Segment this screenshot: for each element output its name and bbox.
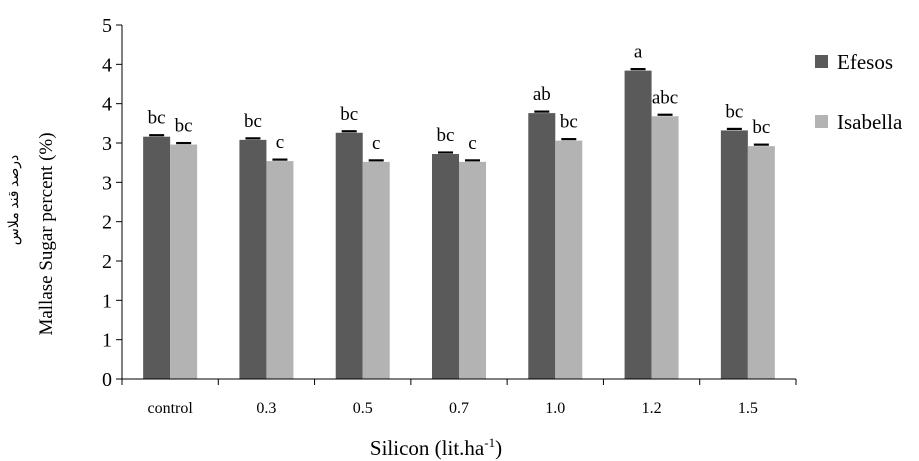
y-tick-label: 1 <box>102 330 112 352</box>
bar-isabella <box>362 161 390 379</box>
bar-isabella <box>555 140 583 379</box>
significance-letter: bc <box>340 104 358 125</box>
significance-letter: a <box>634 42 643 63</box>
bar-isabella <box>747 146 775 379</box>
y-tick-label: 2 <box>102 212 112 234</box>
bar-isabella <box>651 116 679 380</box>
significance-letter: c <box>372 133 380 154</box>
significance-letter: bc <box>148 108 166 129</box>
x-tick-label: control <box>147 400 193 417</box>
bar-isabella <box>266 161 294 379</box>
significance-letter: bc <box>752 117 770 138</box>
legend-swatch-isabella <box>815 115 828 128</box>
bar-efesos <box>720 130 748 379</box>
x-tick-label: 0.5 <box>353 400 373 417</box>
x-tick-label: 1.2 <box>642 400 662 417</box>
significance-letter: bc <box>437 125 455 146</box>
legend: Efesos Isabella <box>815 50 903 134</box>
x-axis-label-sup: -1 <box>484 435 495 450</box>
x-tick-label: 1.0 <box>545 400 565 417</box>
bar-isabella <box>170 144 198 379</box>
x-axis: control 0.3 0.5 0.7 1.0 1.2 1.5 <box>121 378 797 417</box>
y-axis: 0 1 1 2 2 3 3 4 4 5 <box>102 15 123 391</box>
y-axis-label: Mallase Sugar percent (%) <box>36 132 57 335</box>
legend-swatch-efesos <box>815 55 828 68</box>
x-tick-label: 1.5 <box>738 400 758 417</box>
y-tick-label: 3 <box>102 172 112 194</box>
y-tick-label: 2 <box>102 251 112 273</box>
y-tick-label: 1 <box>102 290 112 312</box>
x-axis-label-base: Silicon (lit.ha <box>370 436 485 460</box>
legend-label: Efesos <box>837 50 893 74</box>
significance-letter: abc <box>652 87 678 108</box>
bar-efesos <box>143 136 171 379</box>
significance-letter: ab <box>533 84 551 105</box>
x-axis-label: Silicon (lit.ha-1) <box>370 435 502 460</box>
y-tick-label: 5 <box>102 15 112 37</box>
y-tick-label: 0 <box>102 369 112 391</box>
significance-letter: c <box>276 132 284 153</box>
bar-efesos <box>528 113 556 380</box>
significance-letter: c <box>468 133 476 154</box>
bar-efesos <box>335 132 363 379</box>
bar-efesos <box>624 70 652 380</box>
x-tick-label: 0.7 <box>449 400 469 417</box>
significance-letter: bc <box>175 116 193 137</box>
bar-efesos <box>239 139 267 379</box>
y-tick-label: 4 <box>102 54 112 76</box>
bar-efesos <box>432 154 459 379</box>
y-tick-label: 3 <box>102 133 112 155</box>
y-tick-label: 4 <box>102 94 112 116</box>
legend-label: Isabella <box>837 110 903 134</box>
x-tick-label: 0.3 <box>256 400 276 417</box>
bar-isabella <box>459 161 486 379</box>
y-axis-label-persian: درصد قند ملاس <box>7 155 22 245</box>
significance-letter: bc <box>244 111 262 132</box>
significance-letter: bc <box>725 101 743 122</box>
x-axis-label-end: ) <box>495 436 502 460</box>
significance-letter: bc <box>560 112 578 133</box>
